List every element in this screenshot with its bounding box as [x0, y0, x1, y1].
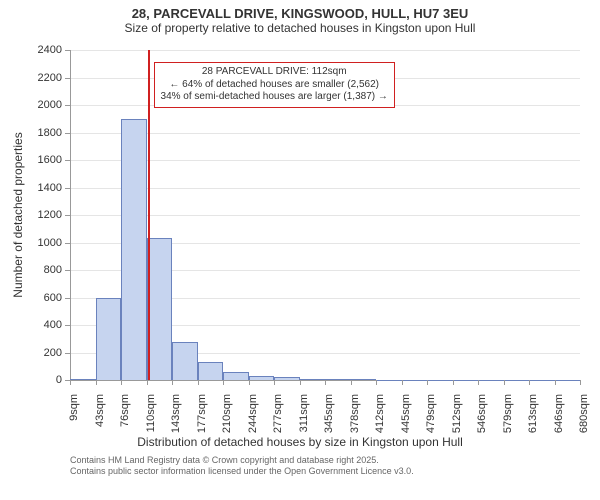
x-tick-label: 680sqm: [578, 394, 590, 433]
histogram-bar: [274, 377, 300, 380]
histogram-bar: [249, 376, 275, 380]
y-tick-label: 1400: [22, 182, 62, 194]
y-tick-label: 200: [22, 347, 62, 359]
histogram-bar: [555, 380, 581, 381]
histogram-bar: [121, 119, 147, 380]
x-tick: [172, 380, 173, 385]
x-tick: [249, 380, 250, 385]
y-tick-label: 1200: [22, 209, 62, 221]
chart-footer: Contains HM Land Registry data © Crown c…: [70, 455, 414, 477]
histogram-bar: [453, 380, 479, 381]
grid-line: [70, 50, 580, 51]
x-tick: [147, 380, 148, 385]
x-tick: [529, 380, 530, 385]
x-tick-label: 76sqm: [119, 394, 131, 427]
x-tick-label: 613sqm: [527, 394, 539, 433]
histogram-bar: [325, 379, 351, 380]
histogram-bar: [529, 380, 555, 381]
x-tick-label: 445sqm: [400, 394, 412, 433]
plot-area: 28 PARCEVALL DRIVE: 112sqm← 64% of detac…: [70, 50, 580, 380]
x-tick: [351, 380, 352, 385]
x-tick-label: 546sqm: [476, 394, 488, 433]
x-tick-label: 43sqm: [94, 394, 106, 427]
annotation-line-1: 28 PARCEVALL DRIVE: 112sqm: [161, 66, 388, 79]
x-tick: [96, 380, 97, 385]
y-tick-label: 1600: [22, 154, 62, 166]
x-tick-label: 311sqm: [298, 394, 310, 432]
x-tick: [478, 380, 479, 385]
x-tick: [504, 380, 505, 385]
y-tick-label: 2200: [22, 72, 62, 84]
histogram-bar: [147, 238, 173, 380]
x-tick-label: 345sqm: [323, 394, 335, 433]
y-tick-label: 0: [22, 374, 62, 386]
y-tick-label: 1800: [22, 127, 62, 139]
histogram-bar: [70, 379, 96, 380]
chart-subtitle: Size of property relative to detached ho…: [0, 21, 600, 39]
x-tick: [555, 380, 556, 385]
marker-line: [148, 50, 150, 380]
histogram-bar: [96, 298, 122, 381]
x-tick-label: 512sqm: [451, 394, 463, 433]
x-tick-label: 646sqm: [553, 394, 565, 433]
histogram-bar: [427, 380, 453, 381]
x-tick-label: 110sqm: [145, 394, 157, 432]
histogram-bar: [300, 379, 326, 380]
x-tick: [300, 380, 301, 385]
x-tick: [70, 380, 71, 385]
footer-line-1: Contains HM Land Registry data © Crown c…: [70, 455, 414, 466]
grid-line: [70, 160, 580, 161]
x-tick: [427, 380, 428, 385]
y-tick-label: 2000: [22, 99, 62, 111]
histogram-bar: [504, 380, 530, 381]
chart-title: 28, PARCEVALL DRIVE, KINGSWOOD, HULL, HU…: [0, 0, 600, 21]
x-tick-label: 412sqm: [374, 394, 386, 433]
x-tick-label: 244sqm: [247, 394, 259, 433]
x-tick: [402, 380, 403, 385]
x-tick: [223, 380, 224, 385]
histogram-bar: [172, 342, 198, 381]
histogram-bar: [478, 380, 504, 381]
annotation-line-3: 34% of semi-detached houses are larger (…: [161, 91, 388, 104]
x-tick-label: 9sqm: [68, 394, 80, 421]
x-tick-label: 277sqm: [272, 394, 284, 433]
histogram-bar: [351, 379, 377, 380]
y-tick-label: 2400: [22, 44, 62, 56]
x-tick-label: 579sqm: [502, 394, 514, 433]
x-tick: [453, 380, 454, 385]
annotation-line-2: ← 64% of detached houses are smaller (2,…: [161, 79, 388, 92]
chart-container: 28, PARCEVALL DRIVE, KINGSWOOD, HULL, HU…: [0, 0, 600, 500]
x-tick-label: 143sqm: [170, 394, 182, 433]
y-tick-label: 1000: [22, 237, 62, 249]
y-tick-label: 600: [22, 292, 62, 304]
annotation-box: 28 PARCEVALL DRIVE: 112sqm← 64% of detac…: [154, 62, 395, 108]
x-tick: [198, 380, 199, 385]
grid-line: [70, 188, 580, 189]
histogram-bar: [402, 380, 428, 381]
x-tick: [121, 380, 122, 385]
histogram-bar: [223, 372, 249, 380]
footer-line-2: Contains public sector information licen…: [70, 466, 414, 477]
y-tick-label: 400: [22, 319, 62, 331]
grid-line: [70, 215, 580, 216]
histogram-bar: [376, 380, 402, 381]
y-tick-label: 800: [22, 264, 62, 276]
x-axis-label: Distribution of detached houses by size …: [0, 435, 600, 449]
x-tick-label: 177sqm: [196, 394, 208, 433]
x-tick-label: 479sqm: [425, 394, 437, 433]
histogram-bar: [198, 362, 224, 380]
x-tick-label: 210sqm: [221, 394, 233, 433]
x-tick-label: 378sqm: [349, 394, 361, 433]
y-axis: [70, 50, 71, 380]
x-tick: [274, 380, 275, 385]
x-tick: [580, 380, 581, 385]
grid-line: [70, 133, 580, 134]
x-tick: [376, 380, 377, 385]
x-tick: [325, 380, 326, 385]
